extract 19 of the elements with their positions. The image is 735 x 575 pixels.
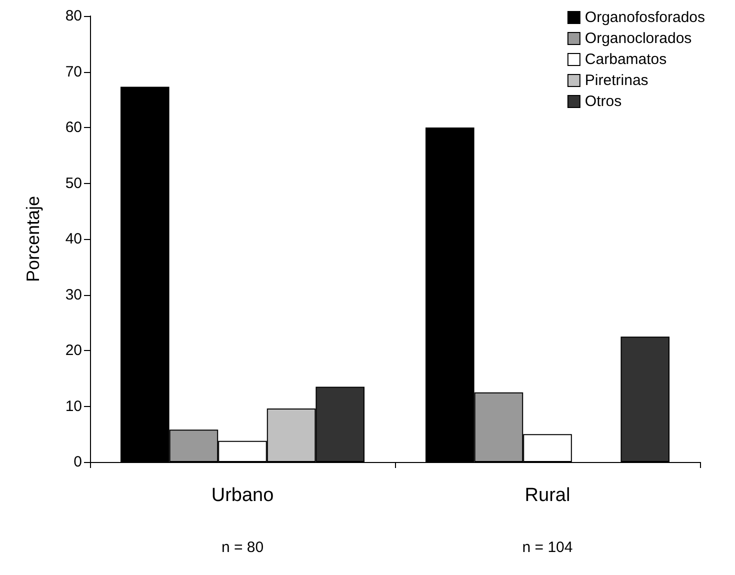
text: n = 80 [221, 539, 264, 556]
legend-label: Organofosforados [584, 9, 706, 26]
x-tick-label: Urbano [211, 485, 274, 506]
y-tick-label: 0 [74, 454, 82, 470]
legend-label: Otros [584, 93, 622, 110]
y-tick-label: 50 [65, 174, 82, 192]
legend-label: Piretrinas [584, 72, 648, 89]
x-tick-label: Rural [524, 485, 570, 506]
y-tick-label: 10 [65, 398, 82, 415]
y-tick-label: 20 [65, 342, 82, 359]
y-tick-label: 60 [65, 119, 82, 136]
legend-label: Carbamatos [584, 51, 667, 68]
y-tick-label: 80 [65, 8, 82, 24]
y-tick-label: 70 [65, 63, 82, 80]
legend-label: Organoclorados [584, 30, 692, 47]
y-tick-label: 40 [65, 230, 82, 248]
y-tick-label: 30 [65, 286, 82, 304]
y-axis-title: Porcentaje [23, 196, 43, 282]
text: n = 104 [522, 539, 573, 556]
